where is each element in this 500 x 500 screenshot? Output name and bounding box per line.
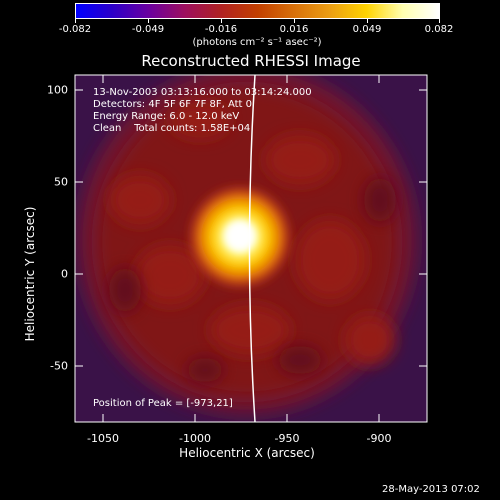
y-tick-label: 100	[47, 83, 68, 97]
plot-title: Reconstructed RHESSI Image	[141, 52, 361, 70]
colorbar-units: (photons cm⁻² s⁻¹ asec⁻²)	[192, 37, 322, 48]
x-tick-label: -950	[274, 432, 300, 445]
peak-position-text: Position of Peak = [-973,21]	[93, 398, 233, 409]
x-tick-label: -1050	[87, 432, 119, 445]
y-axis-label: Heliocentric Y (arcsec)	[23, 206, 37, 342]
x-tick-label: -900	[366, 432, 392, 445]
plot-frame	[74, 74, 428, 423]
colorbar-tick-label: 0.016	[279, 24, 309, 35]
sun-image	[75, 75, 427, 422]
solar-limb-line	[248, 75, 256, 422]
x-axis-label: Heliocentric X (arcsec)	[179, 446, 315, 460]
clean-counts-text: Clean Total counts: 1.58E+04	[93, 123, 251, 134]
colorbar	[75, 3, 440, 19]
energy-range-text: Energy Range: 6.0 - 12.0 keV	[93, 111, 240, 122]
y-tick-label: 50	[54, 175, 68, 189]
y-tick-label: 0	[61, 267, 68, 281]
detectors-text: Detectors: 4F 5F 6F 7F 8F, Att 0	[93, 99, 253, 110]
time-range-text: 13-Nov-2003 03:13:16.000 to 03:14:24.000	[93, 87, 312, 98]
timestamp-footer: 28-May-2013 07:02	[382, 484, 480, 495]
colorbar-tick-label: -0.049	[131, 24, 165, 35]
colorbar-tick-label: -0.016	[204, 24, 238, 35]
y-tick-label: -50	[50, 359, 68, 373]
colorbar-tick-label: 0.082	[424, 24, 454, 35]
colorbar-tick-label: -0.082	[58, 24, 92, 35]
axis-ticks	[75, 75, 427, 422]
colorbar-tick-label: 0.049	[352, 24, 382, 35]
x-tick-label: -1000	[179, 432, 211, 445]
